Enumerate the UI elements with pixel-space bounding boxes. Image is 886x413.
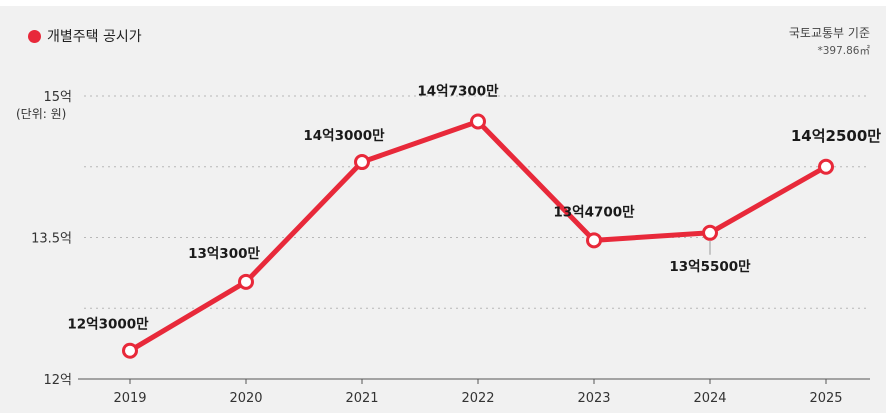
data-point	[586, 232, 602, 249]
y-tick-label: 13.5억	[31, 232, 72, 247]
data-label: 12억3000만	[67, 317, 149, 333]
chart-frame	[0, 6, 886, 413]
y-tick-label: 12억	[43, 373, 72, 388]
data-label: 13억300만	[188, 246, 260, 262]
data-point	[702, 224, 718, 241]
area-note: *397.86㎡	[817, 45, 871, 58]
data-point	[818, 158, 834, 175]
unit-label: (단위: 원)	[16, 107, 67, 121]
y-tick-label: 15억	[43, 90, 72, 105]
data-label: 14억7300만	[417, 83, 499, 99]
x-tick-label: 2023	[577, 391, 610, 406]
data-point	[238, 273, 254, 290]
data-label: 14억3000만	[303, 128, 385, 144]
x-tick-label: 2020	[229, 391, 262, 406]
data-label: 14억2500만	[791, 127, 881, 145]
data-label: 13억4700만	[553, 204, 635, 220]
x-tick-label: 2021	[345, 391, 378, 406]
data-point	[122, 342, 138, 359]
legend-label: 개별주택 공시가	[47, 29, 142, 45]
series-line	[127, 118, 829, 354]
legend: 개별주택 공시가	[28, 26, 142, 46]
x-tick-label: 2022	[461, 391, 494, 406]
source-note: 국토교통부 기준 *397.86㎡	[789, 24, 870, 60]
source-line: 국토교통부 기준	[788, 26, 870, 40]
x-tick-label: 2024	[693, 391, 726, 406]
x-tick-label: 2025	[809, 391, 842, 406]
data-point	[354, 154, 370, 171]
data-label: 13억5500만	[669, 259, 751, 275]
data-point	[470, 113, 486, 130]
x-tick-label: 2019	[113, 391, 146, 406]
legend-marker	[28, 29, 41, 43]
